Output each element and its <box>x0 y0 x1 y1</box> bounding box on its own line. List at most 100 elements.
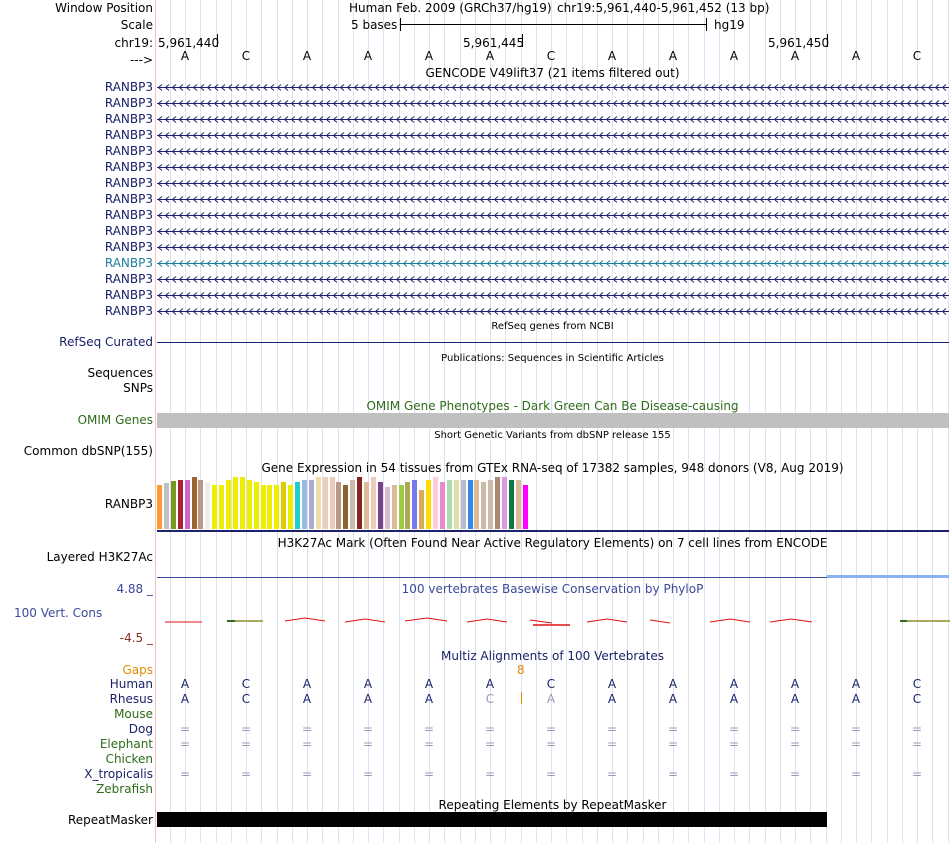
gene-intron-arrow-line[interactable] <box>157 195 949 204</box>
position-text[interactable]: chr19:5,961,440-5,961,452 (13 bp) <box>557 1 770 15</box>
gtex-tissue-bar[interactable] <box>254 482 259 529</box>
publications-track-title[interactable]: Publications: Sequences in Scientific Ar… <box>441 353 664 364</box>
species-label-x-tropicalis[interactable]: X_tropicalis <box>84 767 153 781</box>
gtex-tissue-bar[interactable] <box>226 480 231 529</box>
gencode-gene-label[interactable]: RANBP3 <box>104 288 153 302</box>
repeat-element-block[interactable] <box>157 812 827 827</box>
gtex-tissue-bar[interactable] <box>295 482 300 529</box>
gtex-tissue-bar[interactable] <box>164 483 169 529</box>
gtex-tissue-bar[interactable] <box>461 480 466 529</box>
gtex-tissue-bar[interactable] <box>316 477 321 529</box>
gtex-tissue-bar[interactable] <box>385 487 390 529</box>
gtex-tissue-bar[interactable] <box>392 485 397 529</box>
omim-gene-bar[interactable] <box>157 413 949 428</box>
gtex-tissue-bar[interactable] <box>323 477 328 529</box>
gtex-tissue-bar[interactable] <box>274 485 279 529</box>
gtex-tissue-bar[interactable] <box>474 480 479 529</box>
species-label-chicken[interactable]: Chicken <box>105 752 153 766</box>
gencode-gene-label[interactable]: RANBP3 <box>104 96 153 110</box>
gene-intron-arrow-line[interactable] <box>157 163 949 172</box>
gtex-tissue-bar[interactable] <box>192 477 197 529</box>
gtex-tissue-bar[interactable] <box>261 485 266 529</box>
publications-snps-label[interactable]: SNPs <box>123 381 153 395</box>
gtex-tissue-bar[interactable] <box>523 485 528 529</box>
gtex-tissue-bar[interactable] <box>288 485 293 529</box>
gtex-tissue-bar[interactable] <box>516 480 521 529</box>
gene-intron-arrow-line[interactable] <box>157 83 949 92</box>
gene-intron-arrow-line[interactable] <box>157 307 949 316</box>
gtex-expression-chart[interactable] <box>157 477 557 529</box>
gtex-tissue-bar[interactable] <box>171 481 176 529</box>
gtex-tissue-bar[interactable] <box>302 480 307 529</box>
gene-intron-arrow-line[interactable] <box>157 147 949 156</box>
h3k27ac-track-title[interactable]: H3K27Ac Mark (Often Found Near Active Re… <box>277 536 828 550</box>
multiz-track-title[interactable]: Multiz Alignments of 100 Vertebrates <box>440 649 665 663</box>
omim-track-title[interactable]: OMIM Gene Phenotypes - Dark Green Can Be… <box>366 399 739 413</box>
gtex-tissue-bar[interactable] <box>412 480 417 529</box>
publications-sequences-label[interactable]: Sequences <box>87 366 153 380</box>
phylop-wiggle[interactable] <box>155 612 950 632</box>
gene-intron-arrow-line[interactable] <box>157 211 949 220</box>
gencode-track-title[interactable]: GENCODE V49lift37 (21 items filtered out… <box>425 66 680 80</box>
gencode-gene-label[interactable]: RANBP3 <box>104 144 153 158</box>
gtex-tissue-bar[interactable] <box>330 477 335 529</box>
gtex-tissue-bar[interactable] <box>502 477 507 529</box>
gtex-tissue-bar[interactable] <box>426 480 431 529</box>
refseq-gene-line[interactable] <box>157 342 949 343</box>
gtex-tissue-bar[interactable] <box>419 490 424 529</box>
gtex-gene-line[interactable] <box>157 530 949 532</box>
gtex-tissue-bar[interactable] <box>233 477 238 529</box>
gtex-tissue-bar[interactable] <box>247 480 252 529</box>
gtex-tissue-bar[interactable] <box>405 482 410 529</box>
gtex-tissue-bar[interactable] <box>371 477 376 529</box>
gene-intron-arrow-line[interactable] <box>157 131 949 140</box>
gtex-tissue-bar[interactable] <box>267 485 272 529</box>
gtex-tissue-bar[interactable] <box>205 482 210 529</box>
gene-intron-arrow-line-highlighted[interactable] <box>157 259 949 268</box>
gtex-tissue-bar[interactable] <box>454 480 459 529</box>
gtex-tissue-bar[interactable] <box>350 480 355 529</box>
gtex-gene-label[interactable]: RANBP3 <box>104 497 153 511</box>
repeatmasker-label[interactable]: RepeatMasker <box>67 813 153 827</box>
gtex-tissue-bar[interactable] <box>178 480 183 529</box>
gtex-tissue-bar[interactable] <box>481 482 486 529</box>
gtex-tissue-bar[interactable] <box>281 482 286 529</box>
species-label-human[interactable]: Human <box>109 677 153 691</box>
gencode-gene-label[interactable]: RANBP3 <box>104 176 153 190</box>
gtex-tissue-bar[interactable] <box>488 480 493 529</box>
refseq-track-title[interactable]: RefSeq genes from NCBI <box>491 321 614 332</box>
gtex-tissue-bar[interactable] <box>440 482 445 529</box>
gtex-tissue-bar[interactable] <box>495 477 500 529</box>
gencode-gene-label[interactable]: RANBP3 <box>104 80 153 94</box>
gencode-gene-label[interactable]: RANBP3 <box>104 112 153 126</box>
gtex-tissue-bar[interactable] <box>447 480 452 529</box>
gap-count[interactable]: 8 <box>517 663 525 677</box>
gene-intron-arrow-line[interactable] <box>157 227 949 236</box>
gene-intron-arrow-line[interactable] <box>157 179 949 188</box>
gene-intron-arrow-line[interactable] <box>157 99 949 108</box>
gtex-tissue-bar[interactable] <box>198 480 203 529</box>
species-label-mouse[interactable]: Mouse <box>114 707 153 721</box>
omim-label[interactable]: OMIM Genes <box>77 413 153 427</box>
gtex-tissue-bar[interactable] <box>399 485 404 529</box>
gencode-gene-label[interactable]: RANBP3 <box>104 128 153 142</box>
gtex-tissue-bar[interactable] <box>240 477 245 529</box>
gene-intron-arrow-line[interactable] <box>157 291 949 300</box>
gtex-track-title[interactable]: Gene Expression in 54 tissues from GTEx … <box>261 461 844 475</box>
gtex-tissue-bar[interactable] <box>336 482 341 529</box>
gtex-tissue-bar[interactable] <box>378 482 383 529</box>
gencode-gene-label[interactable]: RANBP3 <box>104 192 153 206</box>
gencode-gene-label[interactable]: RANBP3 <box>104 240 153 254</box>
gencode-gene-label[interactable]: RANBP3 <box>104 272 153 286</box>
gencode-gene-label-highlighted[interactable]: RANBP3 <box>104 256 153 270</box>
species-label-dog[interactable]: Dog <box>128 722 153 736</box>
gencode-gene-label[interactable]: RANBP3 <box>104 208 153 222</box>
gtex-tissue-bar[interactable] <box>212 485 217 529</box>
gtex-tissue-bar[interactable] <box>309 480 314 529</box>
repeatmasker-track-title[interactable]: Repeating Elements by RepeatMasker <box>438 798 667 812</box>
gtex-tissue-bar[interactable] <box>468 480 473 529</box>
h3k27ac-signal[interactable] <box>827 575 949 578</box>
species-label-elephant[interactable]: Elephant <box>99 737 153 751</box>
species-label-zebrafish[interactable]: Zebrafish <box>96 782 153 796</box>
gtex-tissue-bar[interactable] <box>219 485 224 529</box>
